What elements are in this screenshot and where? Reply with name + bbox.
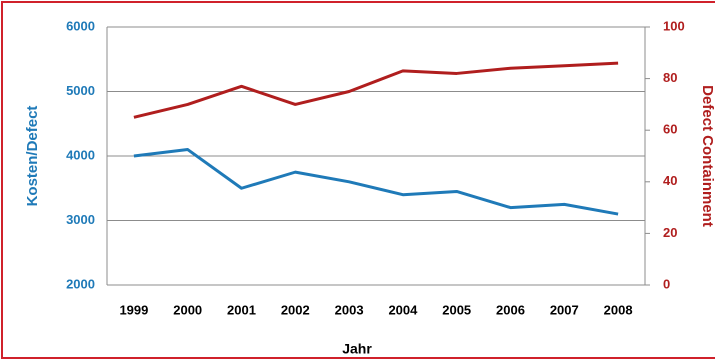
y2-tick-label: 40 [663, 173, 677, 188]
x-tick-label: 1999 [119, 302, 148, 317]
y-tick-label: 4000 [66, 147, 95, 162]
y2-axis-title: Defect Containment [699, 85, 715, 227]
x-tick-label: 2007 [550, 302, 579, 317]
x-tick-label: 2006 [496, 302, 525, 317]
x-tick-label: 2002 [281, 302, 310, 317]
x-tick-label: 2005 [442, 302, 471, 317]
y-tick-label: 5000 [66, 83, 95, 98]
x-tick-label: 2001 [227, 302, 256, 317]
x-axis-title: Jahr [342, 341, 372, 357]
x-tick-label: 2003 [335, 302, 364, 317]
y-tick-label: 6000 [66, 18, 95, 33]
x-tick-label: 2004 [388, 302, 418, 317]
x-tick-label: 2000 [173, 302, 202, 317]
series-line [133, 148, 619, 216]
x-tick-label: 2008 [604, 302, 633, 317]
series-line [133, 61, 619, 119]
y-axis-title: Kosten/Defect [24, 106, 41, 207]
y2-tick-label: 60 [663, 122, 677, 137]
y-tick-label: 2000 [66, 276, 95, 291]
y2-tick-label: 100 [663, 18, 685, 33]
y-tick-label: 3000 [66, 212, 95, 227]
y2-tick-label: 80 [663, 70, 677, 85]
y2-tick-label: 20 [663, 225, 677, 240]
y2-tick-label: 0 [663, 276, 670, 291]
